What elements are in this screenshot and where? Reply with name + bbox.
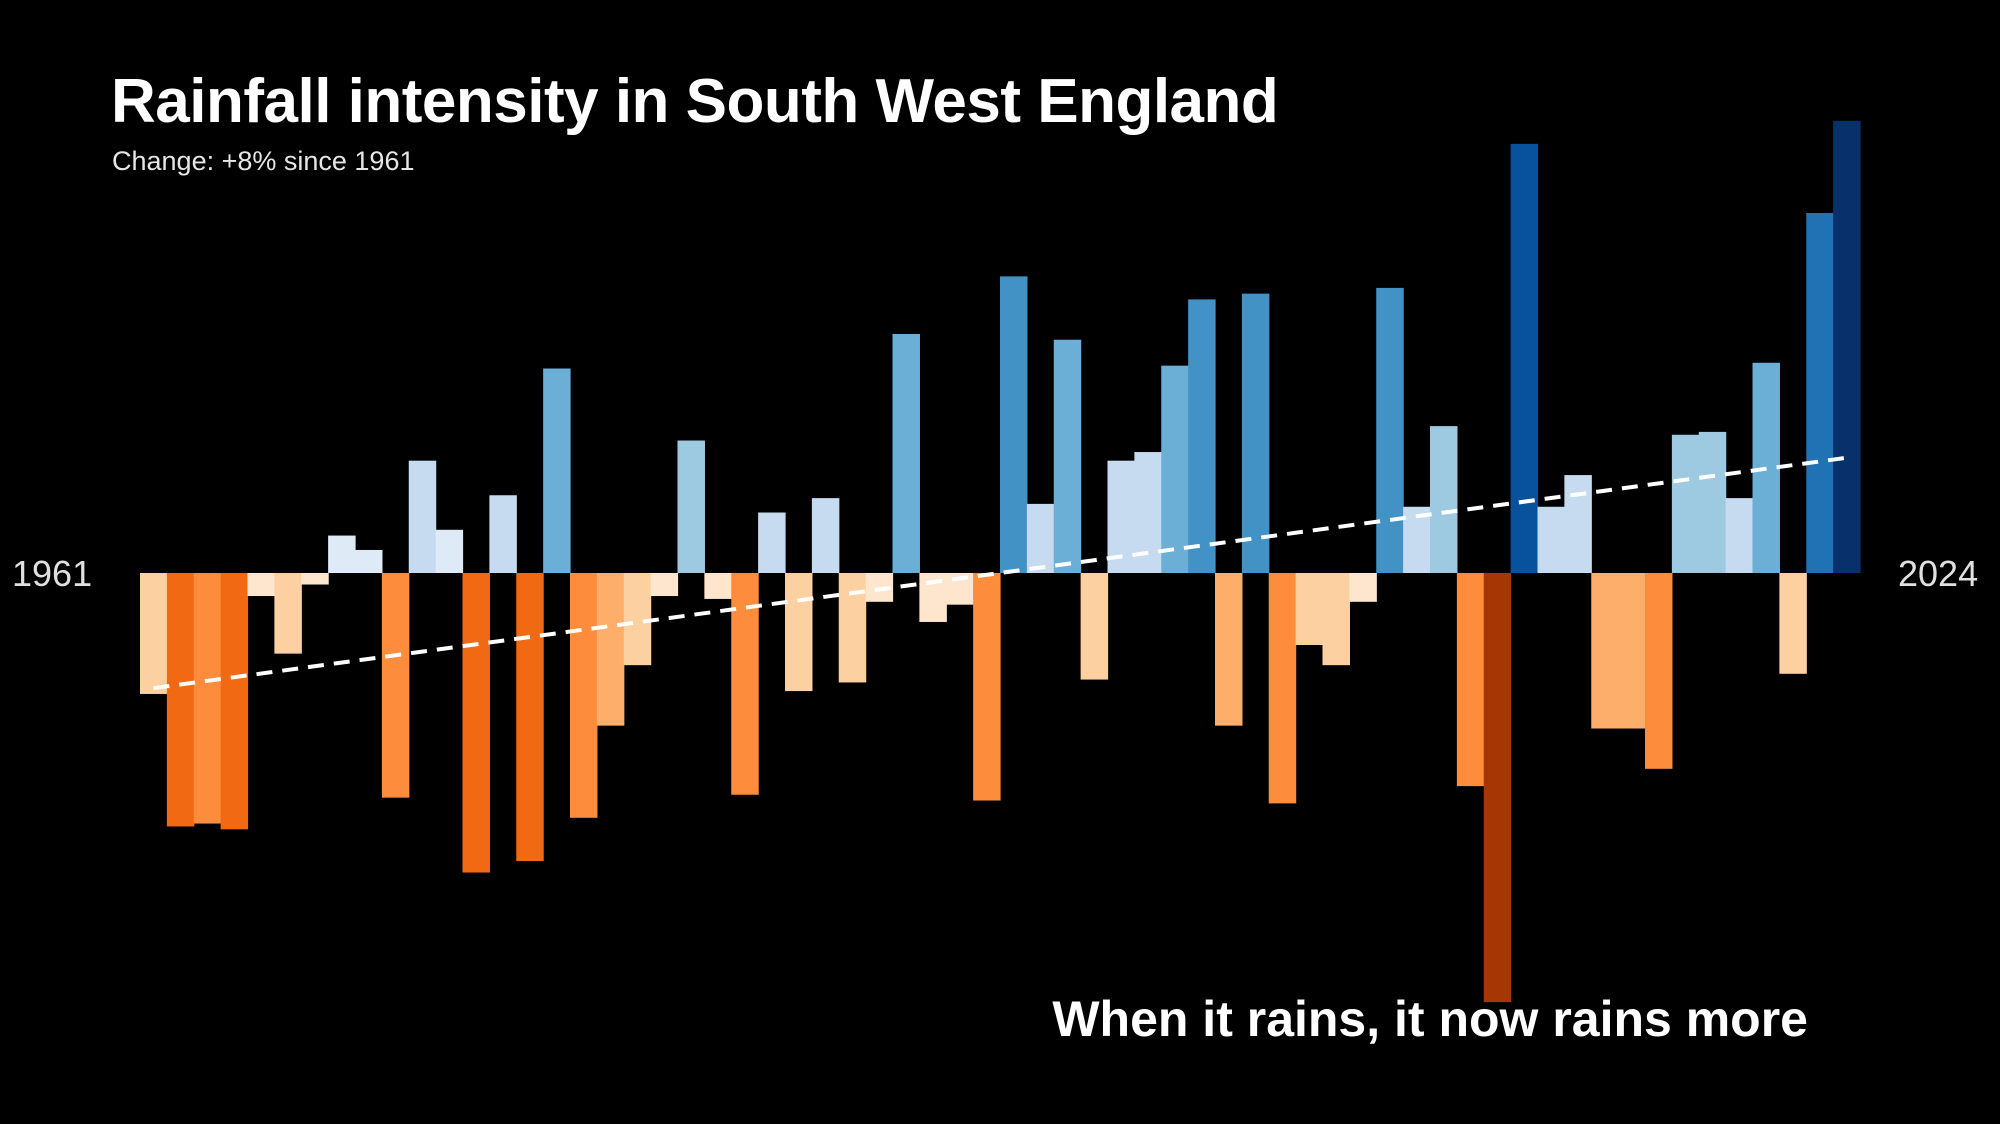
bar-1986 xyxy=(811,498,840,573)
bar-2006 xyxy=(1349,573,1377,602)
bar-2004 xyxy=(1295,573,1324,645)
bar-1977 xyxy=(570,573,598,818)
bars-group xyxy=(140,120,1861,1003)
bar-2010 xyxy=(1456,573,1485,787)
bar-2014 xyxy=(1564,475,1592,573)
bar-2000 xyxy=(1188,299,1216,573)
bar-2018 xyxy=(1671,434,1700,573)
bar-1987 xyxy=(838,573,867,683)
bar-1982 xyxy=(704,573,732,599)
bar-1981 xyxy=(677,440,705,573)
bar-2003 xyxy=(1268,573,1297,804)
bar-1989 xyxy=(892,333,920,573)
bar-2009 xyxy=(1430,426,1458,573)
bar-1965 xyxy=(247,573,275,597)
bar-2013 xyxy=(1537,506,1565,573)
bar-2005 xyxy=(1322,573,1350,666)
bar-1973 xyxy=(462,573,490,873)
chart-annotation: When it rains, it now rains more xyxy=(1052,991,1808,1047)
x-start-label: 1961 xyxy=(12,553,93,594)
bar-1974 xyxy=(489,495,517,573)
bar-1967 xyxy=(301,573,329,585)
bar-1972 xyxy=(435,529,464,573)
bar-1962 xyxy=(166,573,195,827)
bar-2015 xyxy=(1591,573,1619,729)
bar-1993 xyxy=(1000,276,1028,573)
bar-2024 xyxy=(1833,120,1861,573)
bar-1970 xyxy=(381,573,410,798)
bar-2012 xyxy=(1510,143,1539,573)
bar-2002 xyxy=(1241,293,1270,573)
bar-1968 xyxy=(328,535,356,573)
bar-2023 xyxy=(1806,213,1834,573)
bar-2022 xyxy=(1779,573,1807,674)
chart-subtitle: Change: +8% since 1961 xyxy=(112,146,415,176)
bar-1961 xyxy=(140,573,168,694)
bar-2007 xyxy=(1376,287,1404,573)
bar-1980 xyxy=(650,573,679,597)
bar-2020 xyxy=(1725,498,1754,573)
bar-1985 xyxy=(785,573,813,692)
bar-1997 xyxy=(1107,460,1135,573)
bar-1984 xyxy=(758,512,786,573)
bar-1975 xyxy=(516,573,544,861)
bar-2019 xyxy=(1698,431,1727,573)
bar-1999 xyxy=(1161,365,1189,573)
bar-1996 xyxy=(1080,573,1109,680)
bar-1966 xyxy=(274,573,302,654)
bar-1994 xyxy=(1026,503,1055,573)
bar-1978 xyxy=(596,573,625,726)
bar-2001 xyxy=(1215,573,1243,726)
bar-1992 xyxy=(973,573,1001,801)
bar-2011 xyxy=(1483,573,1512,1003)
bar-1969 xyxy=(355,549,383,573)
bar-2016 xyxy=(1618,573,1646,729)
x-end-label: 2024 xyxy=(1898,553,1979,594)
chart-title: Rainfall intensity in South West England xyxy=(111,67,1279,136)
bar-1976 xyxy=(543,368,571,573)
bar-1995 xyxy=(1053,339,1082,573)
bar-2017 xyxy=(1645,573,1673,769)
bar-1963 xyxy=(193,573,222,824)
bar-1971 xyxy=(408,460,437,573)
bar-1964 xyxy=(220,573,249,830)
